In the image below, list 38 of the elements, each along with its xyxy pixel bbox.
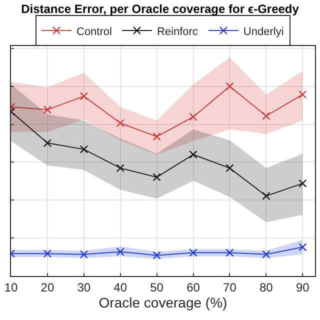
legend-label: Reinforc xyxy=(156,26,198,38)
point xyxy=(80,250,88,258)
x-tick-label: 90 xyxy=(296,280,310,294)
point xyxy=(189,248,198,257)
point xyxy=(152,251,161,260)
point xyxy=(298,90,307,99)
point xyxy=(262,250,270,258)
point xyxy=(262,112,270,120)
point xyxy=(226,164,234,172)
point xyxy=(189,150,198,159)
point xyxy=(43,138,52,148)
point xyxy=(226,82,234,90)
point xyxy=(152,173,161,182)
point xyxy=(116,164,124,172)
point xyxy=(43,250,52,258)
point xyxy=(116,119,124,128)
point xyxy=(226,248,234,257)
x-tick-label: 50 xyxy=(150,280,164,294)
point xyxy=(298,179,307,188)
x-tick-label: 40 xyxy=(114,280,128,294)
x-axis-title: Oracle coverage (%) xyxy=(98,294,228,311)
x-tick-label: 30 xyxy=(77,280,91,294)
point xyxy=(152,132,161,141)
point xyxy=(262,192,270,200)
chart-title: Distance Error, per Oracle coverage for ϵ-Greedy xyxy=(21,2,300,16)
point xyxy=(189,112,198,121)
point xyxy=(80,92,88,100)
x-tick-label: 20 xyxy=(40,280,54,294)
point xyxy=(80,145,88,154)
point xyxy=(43,106,52,114)
point xyxy=(116,248,124,256)
x-tick-label: 10 xyxy=(4,280,18,294)
x-tick-label: 80 xyxy=(259,280,274,294)
point xyxy=(298,243,307,252)
legend-label: Underlyi xyxy=(243,26,284,38)
legend-label: Control xyxy=(76,26,112,38)
x-tick-label: 60 xyxy=(186,280,200,294)
x-tick-label: 70 xyxy=(223,280,237,294)
